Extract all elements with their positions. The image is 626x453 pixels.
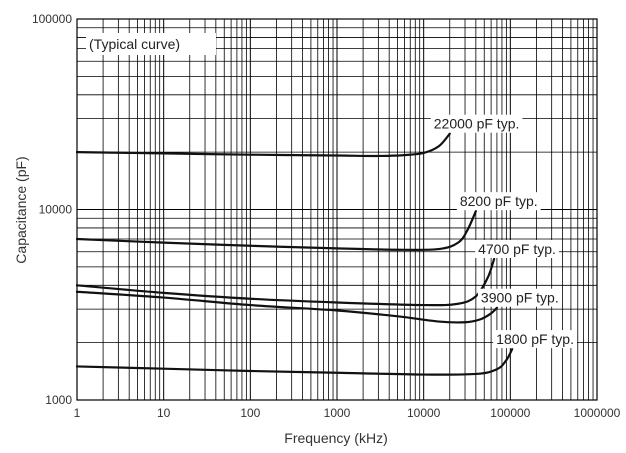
plot-frame <box>76 18 598 401</box>
x-tick-label: 100 <box>240 406 260 420</box>
x-tick-label: 100000 <box>490 406 530 420</box>
annotation-typical-curve: (Typical curve) <box>89 36 180 52</box>
series-label-background <box>475 239 559 258</box>
series-label-1: 8200 pF typ. <box>456 192 541 211</box>
series-line-1 <box>75 210 477 251</box>
tick-labels: 1 10 100 1000 10000 100000 1000000 1000 10000 100… <box>32 12 621 420</box>
x-tick-label: 10000 <box>407 406 441 420</box>
series-label-3: 3900 pF typ. <box>477 288 562 307</box>
x-tick-label: 10 <box>157 406 171 420</box>
series-label-background <box>456 192 541 211</box>
series-label-text: 8200 pF typ. <box>460 193 538 209</box>
series-label-background <box>477 288 562 307</box>
series-line-0 <box>75 132 451 158</box>
series-label-text: 3900 pF typ. <box>481 290 559 306</box>
annotation-box: (Typical curve) <box>86 33 216 55</box>
series-line-4 <box>75 348 514 376</box>
y-axis-title: Capacitance (pF) <box>13 156 29 263</box>
y-tick-label: 100000 <box>32 12 72 26</box>
x-tick-label: 1 <box>74 406 81 420</box>
series-line-3 <box>75 290 499 324</box>
x-tick-label: 1000 <box>324 406 351 420</box>
series-label-background <box>430 114 523 133</box>
series-line-2 <box>75 257 496 307</box>
series-label-text: 1800 pF typ. <box>496 331 574 347</box>
series-lines <box>75 132 514 376</box>
series-label-text: 22000 pF typ. <box>434 116 520 132</box>
series-label-4: 1800 pF typ. <box>493 330 577 349</box>
series-label-0: 22000 pF typ. <box>430 114 523 133</box>
series-label-text: 4700 pF typ. <box>478 241 556 257</box>
x-axis-title: Frequency (kHz) <box>284 430 387 446</box>
y-tick-label: 10000 <box>39 203 73 217</box>
series-label-background <box>493 330 577 349</box>
series-labels: 22000 pF typ. 8200 pF typ. 4700 pF typ. 390… <box>430 114 577 349</box>
x-tick-label: 1000000 <box>574 406 621 420</box>
y-tick-label: 1000 <box>45 393 72 407</box>
series-label-2: 4700 pF typ. <box>475 239 559 258</box>
